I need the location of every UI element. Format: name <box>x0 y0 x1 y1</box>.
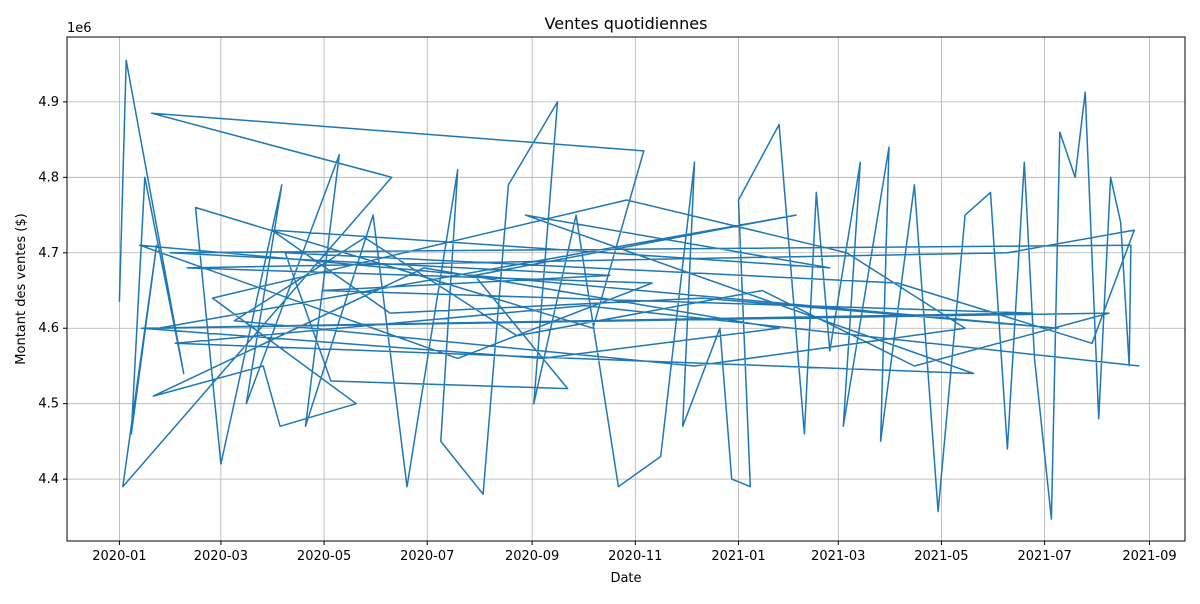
x-tick-label: 2021-03 <box>811 549 865 564</box>
y-tick-label: 4.6 <box>38 321 59 336</box>
y-tick-label: 4.9 <box>38 95 59 110</box>
chart-title: Ventes quotidiennes <box>545 14 708 33</box>
plot-frame <box>66 36 1186 542</box>
x-tick-label: 2021-05 <box>914 549 968 564</box>
x-tick-label: 2020-09 <box>505 549 559 564</box>
x-tick-label: 2020-05 <box>297 549 351 564</box>
y-axis-label: Montant des ventes ($) <box>14 213 29 364</box>
x-tick-label: 2021-07 <box>1017 549 1071 564</box>
y-tick-label: 4.7 <box>38 246 59 261</box>
x-tick-label: 2020-07 <box>400 549 454 564</box>
y-tick-label: 4.5 <box>38 397 59 412</box>
y-tick-label: 4.8 <box>38 170 59 185</box>
y-offset-label: 1e6 <box>67 21 92 36</box>
x-tick-label: 2020-01 <box>92 549 146 564</box>
x-tick-label: 2021-09 <box>1122 549 1176 564</box>
x-axis-label: Date <box>610 571 641 586</box>
x-tick-label: 2020-11 <box>608 549 662 564</box>
y-tick-label: 4.4 <box>38 472 59 487</box>
x-tick-label: 2020-03 <box>194 549 248 564</box>
x-tick-label: 2021-01 <box>711 549 765 564</box>
data-line <box>118 59 1140 520</box>
